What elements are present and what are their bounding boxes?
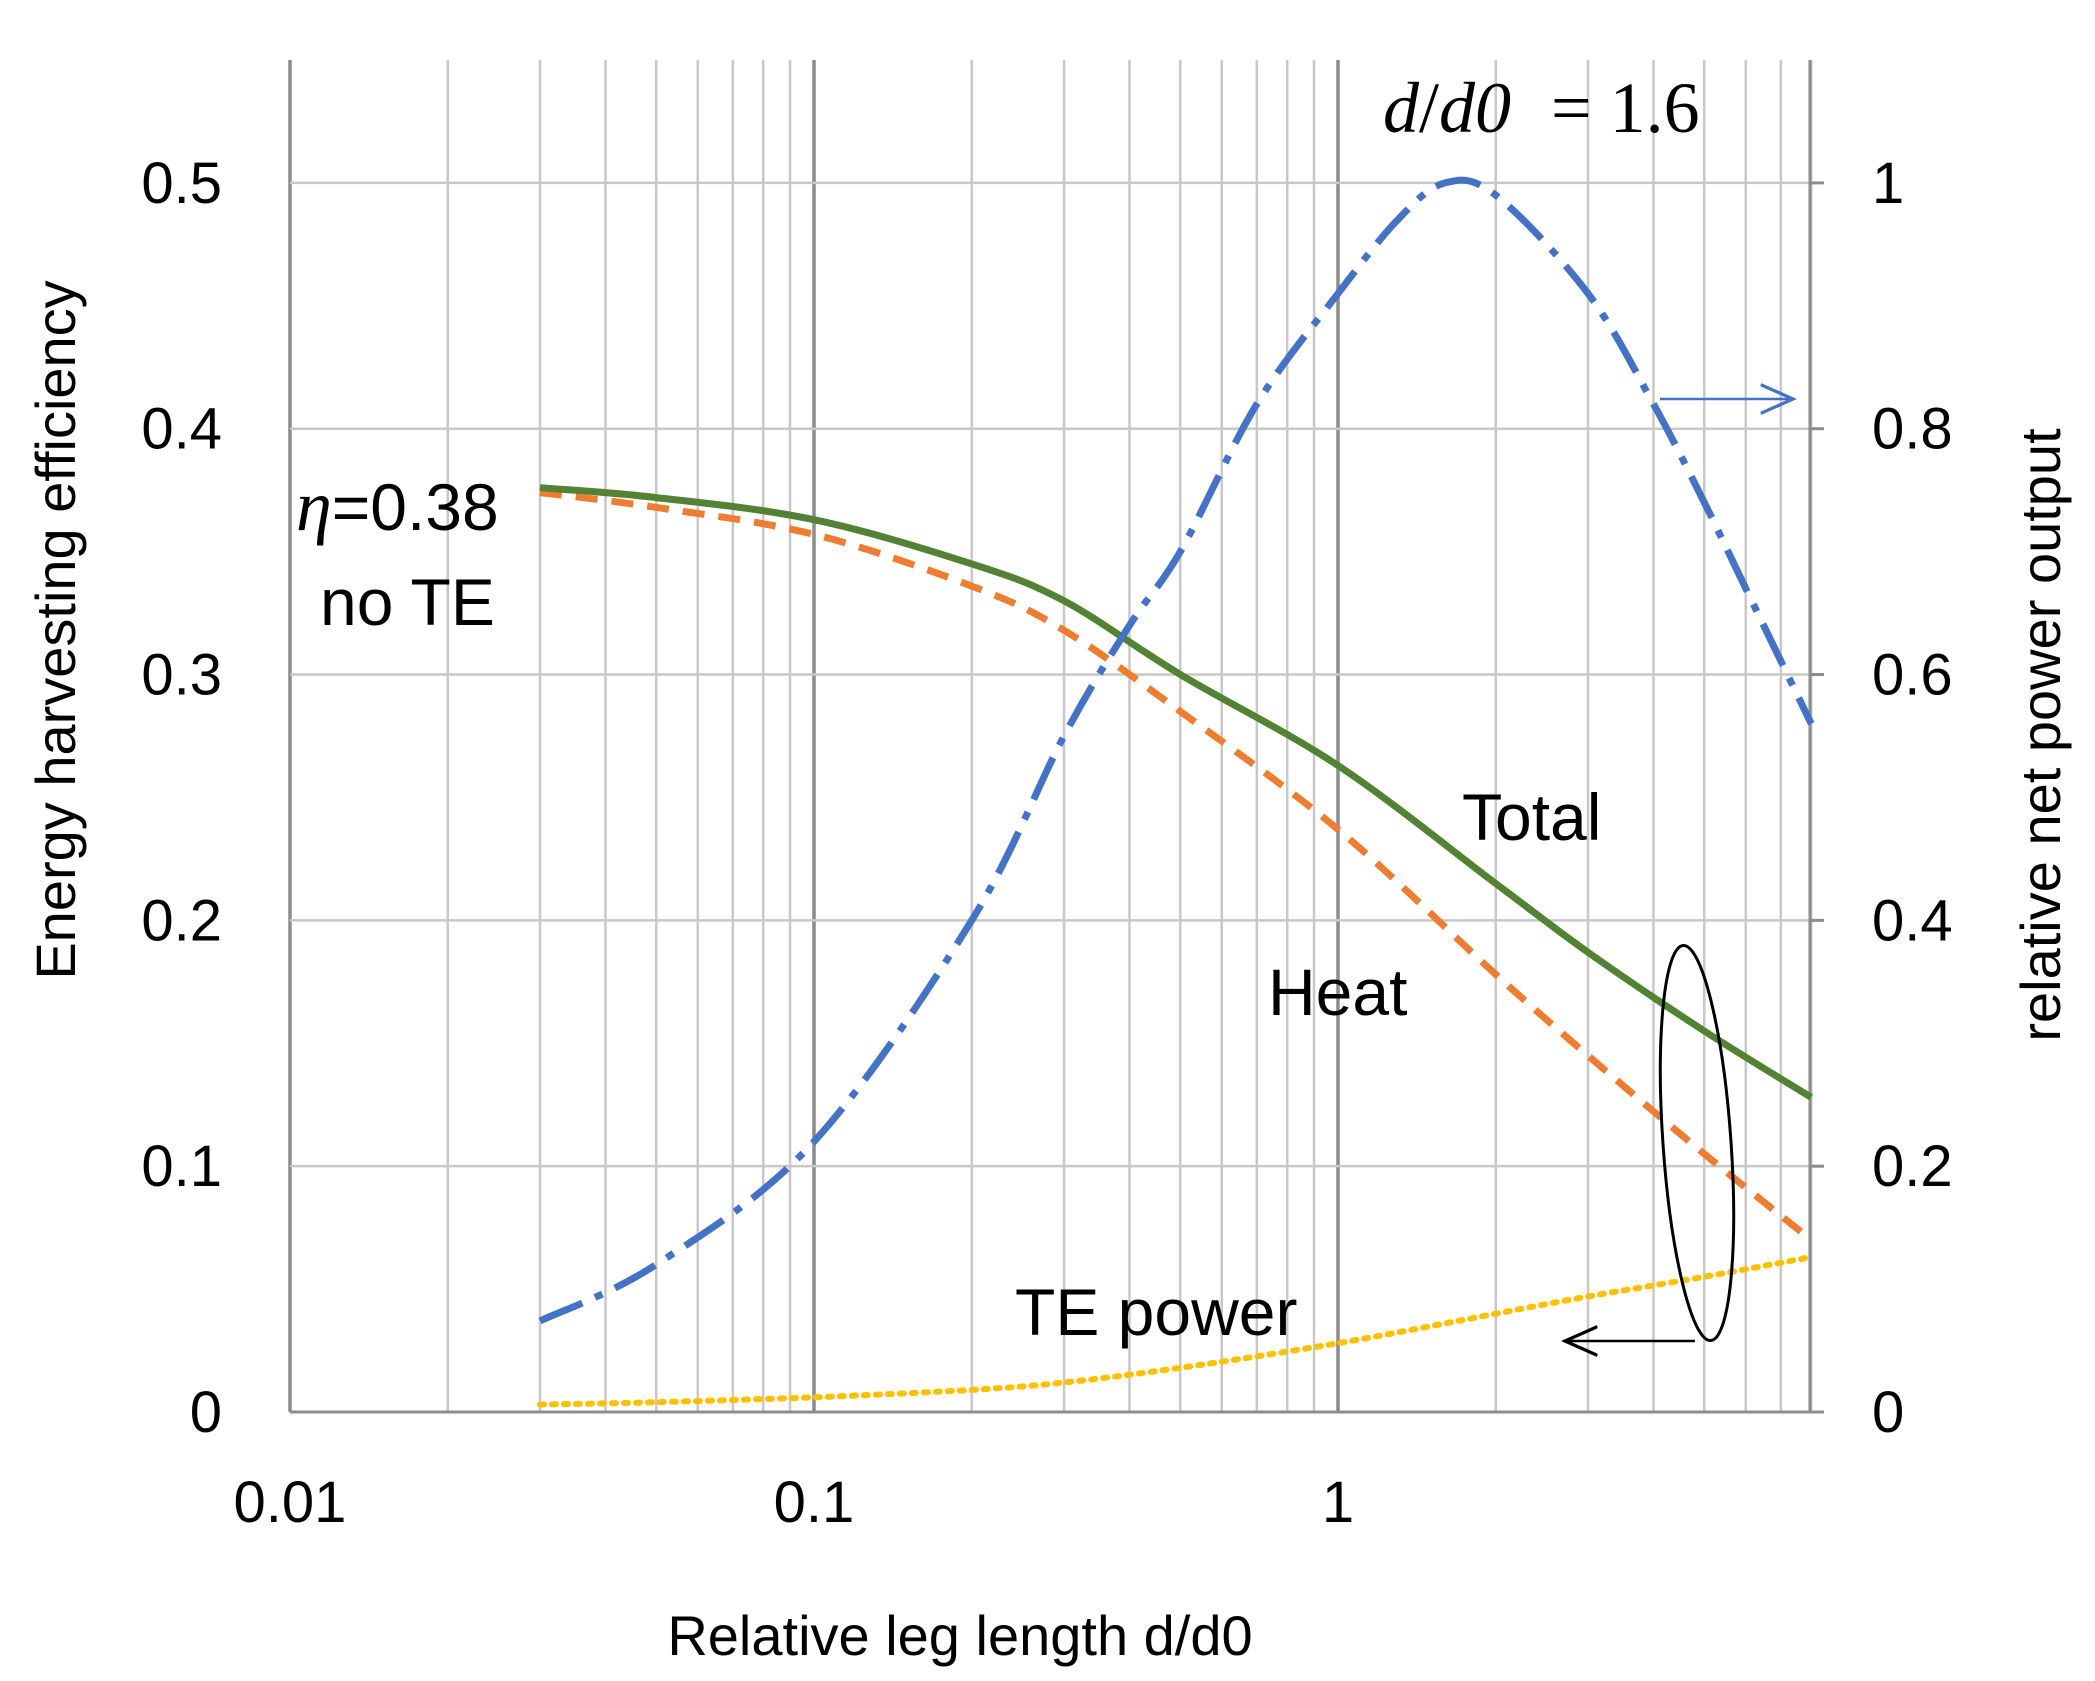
series-relative-net-power-output: [538, 176, 1815, 1325]
y2-tick-label: 1: [1872, 151, 1904, 216]
y-tick-label: 0.2: [141, 888, 222, 953]
y-tick-label: 0.3: [141, 643, 222, 708]
label-no-te: no TE: [320, 565, 495, 639]
y-axis-title: Energy harvesting efficiency: [24, 280, 87, 979]
series-heat: [539, 489, 1814, 1243]
label-eta: η=0.38: [296, 466, 499, 546]
y-tick-label: 0.5: [141, 151, 222, 216]
series-te-power: [537, 1254, 1815, 1408]
label-te-power: TE power: [1015, 1275, 1297, 1349]
series-total: [539, 484, 1814, 1101]
y2-tick-label: 0.6: [1872, 643, 1953, 708]
label-heat: Heat: [1268, 955, 1407, 1029]
y2-tick-label: 0.8: [1872, 397, 1953, 462]
label-total: Total: [1462, 780, 1601, 854]
y-tick-label: 0.4: [141, 397, 222, 462]
highlight-ellipse: [1658, 943, 1736, 1343]
axes: [290, 60, 1824, 1414]
series-lines: [537, 176, 1815, 1408]
x-tick-label: 0.1: [774, 1470, 855, 1535]
x-tick-label: 0.01: [234, 1470, 347, 1535]
label-peak: d/d0 = 1.6: [1383, 68, 1700, 148]
tick-labels: 0.01 0.1 1 0 0.1 0.2 0.3 0.4 0.5 0 0.2 0.4 0.6 0.8 1: [141, 151, 1952, 1535]
y2-axis-title: relative net power output: [2009, 428, 2072, 1042]
y2-tick-label: 0: [1872, 1380, 1904, 1445]
x-axis-title: Relative leg length d/d0: [667, 1604, 1252, 1667]
y-tick-label: 0.1: [141, 1134, 222, 1199]
y2-tick-label: 0.2: [1872, 1134, 1953, 1199]
x-tick-label: 1: [1322, 1470, 1354, 1535]
y-tick-label: 0: [190, 1380, 222, 1445]
y2-tick-label: 0.4: [1872, 888, 1953, 953]
gridlines: [288, 60, 1813, 1412]
